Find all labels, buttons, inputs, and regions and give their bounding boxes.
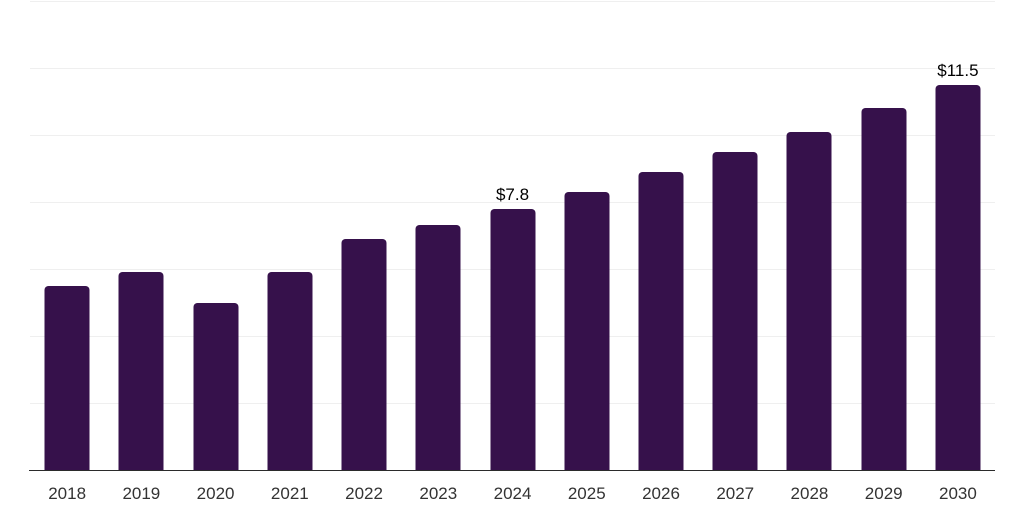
bar-band-2020 <box>178 1 252 470</box>
x-tick-label-2020: 2020 <box>196 484 235 503</box>
bar-band-2018 <box>30 1 104 470</box>
x-tick-label-2025: 2025 <box>567 484 606 503</box>
bar-2022 <box>341 238 387 470</box>
plot-area: $7.8 $11.5 <box>30 0 995 470</box>
bar-band-2027 <box>698 1 772 470</box>
bar-value-label-2030: $11.5 <box>937 60 979 80</box>
x-tick-label-2023: 2023 <box>419 484 458 503</box>
bar-value-label-2024: $7.8 <box>495 184 530 204</box>
bar-2028 <box>786 131 832 470</box>
x-axis-labels: 2018 2019 2020 2021 2022 2023 2024 2025 2026 2027… <box>30 483 995 505</box>
x-tick-label-2026: 2026 <box>642 484 680 503</box>
bar-2023 <box>415 225 461 470</box>
x-tick-label-2021: 2021 <box>270 484 309 503</box>
x-tick-label-2024: 2024 <box>493 484 532 503</box>
bar-2020 <box>193 302 239 470</box>
bars-row: $7.8 $11.5 <box>30 1 995 470</box>
bar-band-2029 <box>847 1 921 470</box>
x-tick-label-2018: 2018 <box>48 484 87 503</box>
gridline <box>30 0 995 2</box>
x-tick-label-2027: 2027 <box>716 484 755 503</box>
bar-2025 <box>564 191 610 470</box>
gridline <box>30 134 995 136</box>
bar-band-2024: $7.8 <box>475 1 549 470</box>
gridline <box>30 201 995 203</box>
bar-band-2026 <box>624 1 698 470</box>
bar-2019 <box>118 272 164 470</box>
bar-band-2023 <box>401 1 475 470</box>
bar-2029 <box>861 108 907 470</box>
x-tick-label-2030: 2030 <box>939 484 977 503</box>
bar-2021 <box>267 272 313 470</box>
x-tick-label-2019: 2019 <box>122 484 161 503</box>
x-tick-label-2022: 2022 <box>345 484 383 503</box>
gridline <box>30 67 995 69</box>
x-tick-label-2029: 2029 <box>864 484 903 503</box>
x-tick-label-2028: 2028 <box>790 484 829 503</box>
bar-band-2022 <box>327 1 401 470</box>
bar-band-2028 <box>772 1 846 470</box>
bar-band-2030: $11.5 <box>921 1 995 470</box>
bar-band-2021 <box>253 1 327 470</box>
bar-band-2025 <box>550 1 624 470</box>
bar-2026 <box>638 171 684 470</box>
bar-2024 <box>490 208 536 470</box>
x-axis-line <box>29 469 995 472</box>
bar-2018 <box>44 285 90 470</box>
bar-2027 <box>712 151 758 470</box>
bar-2030 <box>935 84 981 470</box>
bar-band-2019 <box>104 1 178 470</box>
